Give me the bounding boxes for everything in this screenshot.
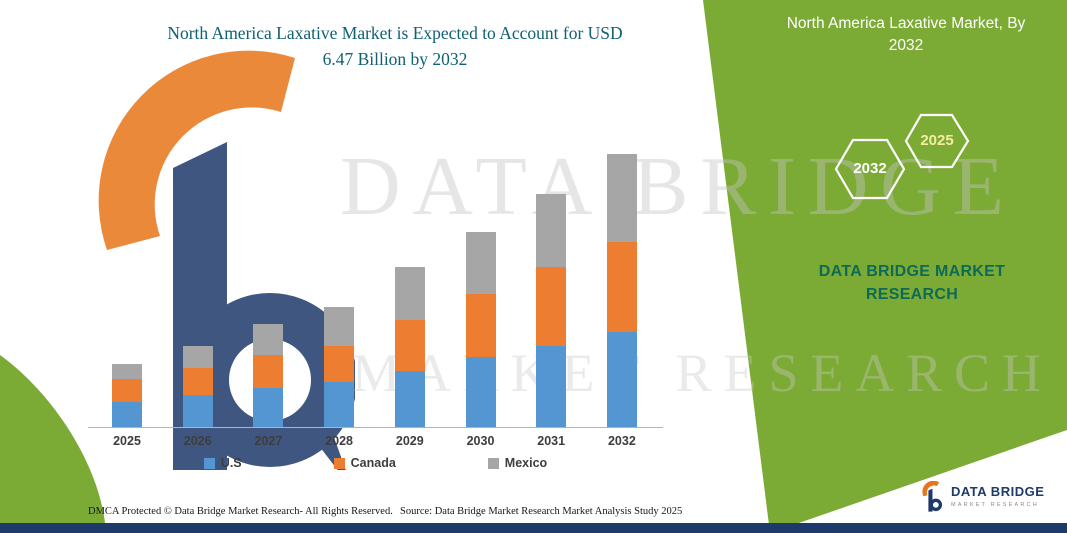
x-axis-label-2025: 2025 — [113, 434, 141, 448]
panel-brand-line2: RESEARCH — [865, 286, 959, 304]
plot-area: 2025 2026 2027 2028 2029 2030 2031 2032 — [88, 120, 663, 448]
logo-tagline: MARKET RESEARCH — [951, 501, 1039, 508]
bottom-navy-bar — [0, 523, 1067, 533]
bar-2025-us — [112, 402, 142, 427]
data-bridge-logo-icon — [922, 481, 943, 512]
panel-heading-line1: North America Laxative Market, By — [786, 15, 1026, 32]
legend-label: U.S — [220, 456, 242, 470]
bar-2027-canada — [253, 355, 284, 389]
legend-item-us: U.S — [203, 456, 242, 470]
bar-2029-us — [394, 370, 425, 427]
legend-swatch-icon — [203, 457, 215, 469]
bar-2030-canada — [465, 294, 496, 357]
data-bridge-logo: DATA BRIDGE MARKET RESEARCH — [920, 481, 1044, 512]
year-hexagons-icon — [834, 113, 970, 200]
bar-2031-us — [536, 345, 567, 427]
bar-2025-mexico — [112, 363, 142, 379]
bar-2031-mexico — [536, 194, 567, 268]
bar-2031-canada — [536, 267, 567, 346]
legend-label: Mexico — [504, 456, 548, 470]
legend-label: Canada — [350, 456, 396, 470]
legend-item-canada: Canada — [333, 456, 396, 470]
legend-item-mexico: Mexico — [487, 456, 548, 470]
bar-2026-canada — [182, 367, 213, 395]
x-axis-label-2028: 2028 — [325, 434, 353, 448]
x-axis-label-2026: 2026 — [183, 434, 212, 448]
panel-brand-text: DATA BRIDGE MARKET RESEARCH — [772, 260, 1052, 306]
x-axis-label-2029: 2029 — [395, 434, 424, 448]
x-axis-label-2032: 2032 — [607, 434, 636, 448]
legend-swatch-icon — [487, 457, 499, 469]
panel-brand-line1: DATA BRIDGE MARKET — [818, 263, 1006, 280]
bar-2032-canada — [606, 242, 637, 333]
panel-heading-line2: 2032 — [888, 37, 924, 55]
logo-name: DATA BRIDGE — [951, 484, 1045, 500]
source-note: Source: Data Bridge Market Research Mark… — [400, 506, 683, 517]
corner-curve-shape — [0, 355, 105, 523]
bar-2027-mexico — [253, 324, 284, 356]
bar-2028-canada — [324, 346, 355, 382]
bar-2032-mexico — [606, 153, 637, 243]
bar-2032-us — [606, 332, 637, 427]
bar-2025-canada — [112, 378, 142, 403]
dmca-notice: DMCA Protected © Data Bridge Market Rese… — [88, 506, 393, 517]
hexagon-year-2025: 2025 — [920, 132, 954, 149]
bar-2028-us — [324, 381, 355, 427]
bar-2028-mexico — [324, 307, 355, 346]
legend: U.S Canada Mexico — [88, 456, 663, 470]
chart-title-line1: North America Laxative Market is Expecte… — [167, 23, 623, 43]
bar-2030-us — [465, 356, 496, 427]
bar-2030-mexico — [465, 232, 496, 295]
bar-2027-us — [253, 388, 284, 427]
x-axis-label-2027: 2027 — [254, 434, 283, 448]
bar-2029-mexico — [394, 266, 425, 320]
chart-title-line2: 6.47 Billion by 2032 — [322, 49, 468, 70]
bar-2026-mexico — [182, 345, 213, 368]
panel-heading: North America Laxative Market, By 2032 — [756, 13, 1056, 58]
bar-2029-canada — [394, 319, 425, 371]
x-axis-label-2030: 2030 — [466, 434, 495, 448]
bar-2026-us — [182, 394, 213, 427]
x-axis-label-2031: 2031 — [537, 434, 566, 448]
legend-swatch-icon — [333, 457, 345, 469]
chart-title: North America Laxative Market is Expecte… — [95, 20, 695, 73]
hexagon-year-2032: 2032 — [853, 160, 887, 177]
